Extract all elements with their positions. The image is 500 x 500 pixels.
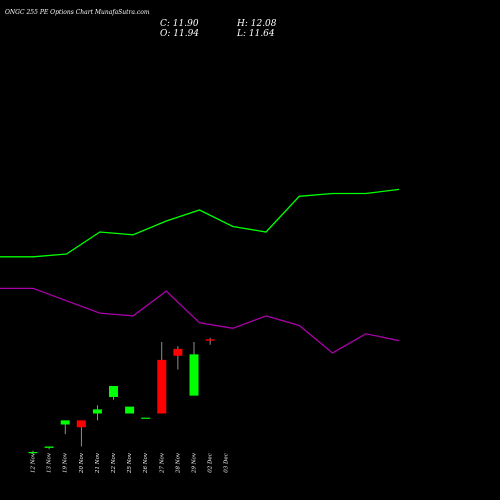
x-tick-label: 12 Nov xyxy=(31,452,37,473)
x-tick-label: 02 Dec xyxy=(208,453,214,473)
candle-body-11 xyxy=(189,354,199,396)
chart-title: ONGC 255 PE Options Chart MunafaSutra.co… xyxy=(5,9,150,16)
lower-band-line xyxy=(0,287,400,354)
high-value: H: 12.08 xyxy=(237,19,277,29)
x-tick-label: 13 Nov xyxy=(47,452,53,473)
x-tick-label: 27 Nov xyxy=(159,452,165,474)
low-value: L: 11.64 xyxy=(237,29,275,39)
candle-body-4 xyxy=(76,420,86,428)
x-tick-label: 25 Nov xyxy=(127,452,133,474)
candle-body-12 xyxy=(205,339,215,341)
x-tick-label: 20 Nov xyxy=(79,452,85,474)
x-tick-label: 21 Nov xyxy=(95,452,101,474)
upper-band-line xyxy=(0,188,400,258)
x-tick-label: 28 Nov xyxy=(175,452,181,474)
candle-body-6 xyxy=(109,386,118,397)
x-tick-label: 22 Nov xyxy=(111,452,117,474)
open-value: O: 11.94 xyxy=(160,29,200,39)
candle-body-8 xyxy=(141,417,151,419)
x-tick-label: 26 Nov xyxy=(143,452,149,474)
close-value: C: 11.90 xyxy=(160,19,199,29)
candle-body-2 xyxy=(44,446,54,448)
x-tick-label: 03 Dec xyxy=(224,453,230,473)
candle-body-9 xyxy=(157,359,167,414)
candle-body-1 xyxy=(28,452,38,454)
candle-body-10 xyxy=(173,348,183,356)
candle-body-7 xyxy=(125,406,135,414)
candle-body-3 xyxy=(60,420,70,425)
x-tick-label: 29 Nov xyxy=(192,452,198,474)
x-tick-label: 19 Nov xyxy=(63,452,69,473)
candle-body-5 xyxy=(92,409,102,414)
